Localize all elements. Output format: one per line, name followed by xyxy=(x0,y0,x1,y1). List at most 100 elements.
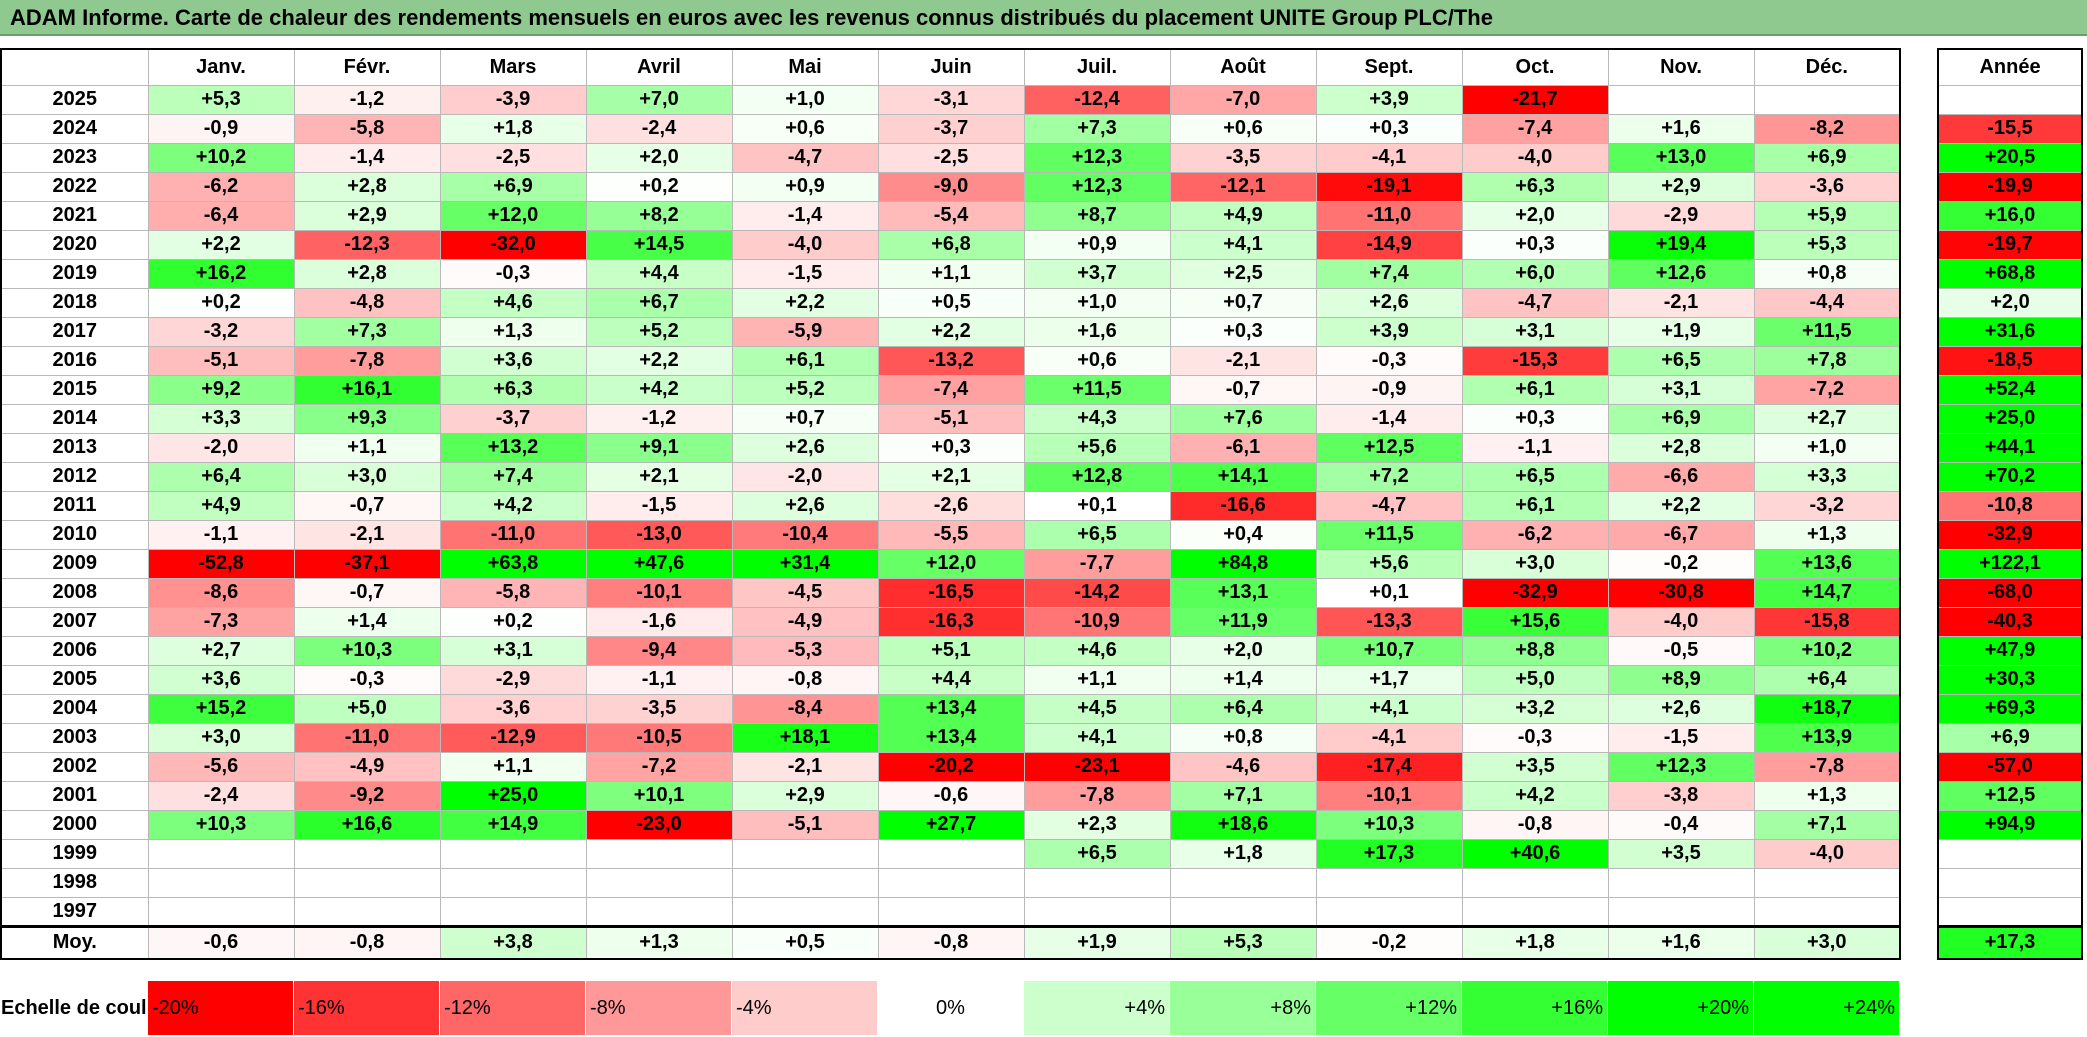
table-row: 2003 +3,0 -11,0 -12,9 -10,5 +18,1 +13,4 +4,1 +0,… xyxy=(1,722,1901,753)
year-label: 2006 xyxy=(1,635,149,666)
heatmap-cell: +18,7 xyxy=(1753,693,1901,724)
heatmap-cell: -12,3 xyxy=(293,229,441,260)
heatmap-cell: +0,2 xyxy=(147,287,295,318)
table-row: 2016 -5,1 -7,8 +3,6 +2,2 +6,1 -13,2 +0,6 -2,1 -0,… xyxy=(1,345,1901,376)
heatmap-table: Janv. Févr. Mars Avril Mai Juin Juil. Août Sept.… xyxy=(0,48,1901,960)
heatmap-cell: -6,2 xyxy=(147,171,295,202)
heatmap-cell: -52,8 xyxy=(147,548,295,579)
heatmap-cell: +1,6 xyxy=(1023,316,1171,347)
heatmap-cell xyxy=(1169,896,1317,927)
heatmap-cell: +14,9 xyxy=(439,809,587,840)
heatmap-cell: -4,9 xyxy=(731,606,879,637)
month-header: Oct. xyxy=(1461,48,1609,86)
heatmap-cell: +4,1 xyxy=(1315,693,1463,724)
heatmap-cell: -4,8 xyxy=(293,287,441,318)
heatmap-cell: +7,1 xyxy=(1169,780,1317,811)
heatmap-cell xyxy=(439,867,587,898)
heatmap-cell: +2,6 xyxy=(1607,693,1755,724)
heatmap-cell: +13,1 xyxy=(1169,577,1317,608)
heatmap-cell: +6,9 xyxy=(1753,142,1901,173)
heatmap-cell: -16,3 xyxy=(877,606,1025,637)
heatmap-cell: +7,6 xyxy=(1169,403,1317,434)
heatmap-cell: +3,5 xyxy=(1461,751,1609,782)
table-row: 1998 xyxy=(1,867,1901,898)
heatmap-cell: +1,3 xyxy=(439,316,587,347)
heatmap-cell: -17,4 xyxy=(1315,751,1463,782)
heatmap-cell: +40,6 xyxy=(1461,838,1609,869)
heatmap-cell: -3,6 xyxy=(1753,171,1901,202)
year-label: 1997 xyxy=(1,896,149,927)
average-cell: +3,8 xyxy=(439,924,587,960)
table-row: 1999 +6,5 +1,8 +17,3 +40,6 +3,5 -4,0 xyxy=(1,838,1901,869)
heatmap-cell: -1,5 xyxy=(585,490,733,521)
heatmap-cell: -3,5 xyxy=(585,693,733,724)
heatmap-cell: +1,4 xyxy=(1169,664,1317,695)
heatmap-cell: +10,2 xyxy=(147,142,295,173)
heatmap-cell: -0,5 xyxy=(1607,635,1755,666)
year-label: 1998 xyxy=(1,867,149,898)
heatmap-cell: -0,3 xyxy=(1461,722,1609,753)
heatmap-cell: +12,5 xyxy=(1315,432,1463,463)
heatmap-cell: +1,0 xyxy=(1023,287,1171,318)
heatmap-cell: +1,9 xyxy=(1607,316,1755,347)
scale-step: +16% xyxy=(1461,980,1608,1036)
heatmap-cell: +8,2 xyxy=(585,200,733,231)
heatmap-cell xyxy=(1023,896,1171,927)
table-row: 2019 +16,2 +2,8 -0,3 +4,4 -1,5 +1,1 +3,7 +2,5 +7,… xyxy=(1,258,1901,289)
heatmap-cell: -7,2 xyxy=(1753,374,1901,405)
heatmap-cell: -1,2 xyxy=(585,403,733,434)
average-cell: +1,3 xyxy=(585,924,733,960)
heatmap-cell: +17,3 xyxy=(1315,838,1463,869)
heatmap-cell: +12,3 xyxy=(1023,171,1171,202)
heatmap-cell: +6,9 xyxy=(1607,403,1755,434)
heatmap-cell: -1,2 xyxy=(293,84,441,115)
heatmap-cell: -6,2 xyxy=(1461,519,1609,550)
heatmap-cell: -4,0 xyxy=(1753,838,1901,869)
heatmap-cell xyxy=(1607,896,1755,927)
year-label: 2000 xyxy=(1,809,149,840)
month-header: Mai xyxy=(731,48,879,86)
heatmap-cell: +16,1 xyxy=(293,374,441,405)
heatmap-cell: -9,0 xyxy=(877,171,1025,202)
heatmap-cell: -4,1 xyxy=(1315,722,1463,753)
heatmap-cell: +13,9 xyxy=(1753,722,1901,753)
year-label: 2017 xyxy=(1,316,149,347)
annual-cell: +69,3 xyxy=(1937,693,2083,724)
heatmap-cell: -8,2 xyxy=(1753,113,1901,144)
heatmap-cell: +7,3 xyxy=(293,316,441,347)
annual-cell xyxy=(1937,867,2083,898)
heatmap-cell: +2,8 xyxy=(293,258,441,289)
chart-title: ADAM Informe. Carte de chaleur des rende… xyxy=(10,5,1493,30)
heatmap-cell: -2,1 xyxy=(1169,345,1317,376)
year-label: 2007 xyxy=(1,606,149,637)
heatmap-cell: +10,1 xyxy=(585,780,733,811)
scale-step: -8% xyxy=(585,980,732,1036)
heatmap-cell: -3,2 xyxy=(1753,490,1901,521)
heatmap-cell: -5,1 xyxy=(877,403,1025,434)
heatmap-cell: +8,9 xyxy=(1607,664,1755,695)
heatmap-cell: -5,1 xyxy=(731,809,879,840)
color-scale: Echelle de couleur -20%-16%-12%-8%-4%0%+… xyxy=(0,980,1900,1036)
annual-cell: +70,2 xyxy=(1937,461,2083,492)
heatmap-cell xyxy=(147,896,295,927)
heatmap-cell: +13,2 xyxy=(439,432,587,463)
heatmap-cell xyxy=(1607,867,1755,898)
heatmap-cell: +1,3 xyxy=(1753,780,1901,811)
heatmap-cell xyxy=(439,838,587,869)
heatmap-cell xyxy=(147,867,295,898)
heatmap-cell: +2,2 xyxy=(731,287,879,318)
heatmap-cell: +1,1 xyxy=(439,751,587,782)
heatmap-cell: +2,9 xyxy=(1607,171,1755,202)
heatmap-cell: -1,1 xyxy=(585,664,733,695)
table-row: 2014 +3,3 +9,3 -3,7 -1,2 +0,7 -5,1 +4,3 +7,6 -1,4… xyxy=(1,403,1901,434)
annual-cell: -40,3 xyxy=(1937,606,2083,637)
annual-cell: +31,6 xyxy=(1937,316,2083,347)
year-label: 2013 xyxy=(1,432,149,463)
heatmap-cell: -4,6 xyxy=(1169,751,1317,782)
table-row: 2015 +9,2 +16,1 +6,3 +4,2 +5,2 -7,4 +11,5 -0,7 -0… xyxy=(1,374,1901,405)
heatmap-cell: -8,6 xyxy=(147,577,295,608)
annual-cell: -18,5 xyxy=(1937,345,2083,376)
table-row: 2010 -1,1 -2,1 -11,0 -13,0 -10,4 -5,5 +6,5 +0,4 +… xyxy=(1,519,1901,550)
heatmap-cell: +2,6 xyxy=(731,490,879,521)
heatmap-cell: +3,9 xyxy=(1315,84,1463,115)
